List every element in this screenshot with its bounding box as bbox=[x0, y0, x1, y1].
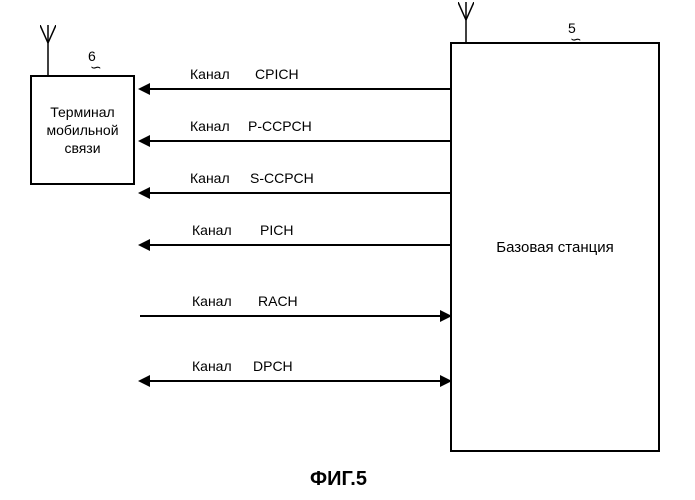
terminal-tilde: ∽ bbox=[90, 59, 102, 76]
channel-word: Канал bbox=[190, 118, 230, 134]
arrow-line bbox=[140, 380, 450, 382]
channel-row: КаналS-CCPCH bbox=[140, 192, 450, 222]
channel-word: Канал bbox=[190, 170, 230, 186]
station-label: Базовая станция bbox=[496, 237, 613, 258]
channel-name: CPICH bbox=[255, 66, 299, 82]
channel-word: Канал bbox=[192, 293, 232, 309]
channel-row: КаналPICH bbox=[140, 244, 450, 274]
channel-name: S-CCPCH bbox=[250, 170, 314, 186]
channel-row: КаналRACH bbox=[140, 315, 450, 345]
arrow-line bbox=[140, 140, 450, 142]
channel-word: Канал bbox=[190, 66, 230, 82]
terminal-label: Терминал мобильной связи bbox=[32, 103, 133, 158]
channel-row: КаналDPCH bbox=[140, 380, 450, 410]
arrow-line bbox=[140, 315, 450, 317]
arrow-line bbox=[140, 88, 450, 90]
terminal-box: Терминал мобильной связи bbox=[30, 75, 135, 185]
terminal-antenna bbox=[40, 25, 56, 75]
channel-name: RACH bbox=[258, 293, 298, 309]
channel-row: КаналP-CCPCH bbox=[140, 140, 450, 170]
channel-name: DPCH bbox=[253, 358, 293, 374]
station-antenna bbox=[458, 2, 474, 42]
channel-word: Канал bbox=[192, 358, 232, 374]
channel-row: КаналCPICH bbox=[140, 88, 450, 118]
channel-name: P-CCPCH bbox=[248, 118, 312, 134]
arrow-line bbox=[140, 192, 450, 194]
channel-name: PICH bbox=[260, 222, 293, 238]
figure-caption: ФИГ.5 bbox=[310, 468, 367, 491]
station-box: Базовая станция bbox=[450, 42, 660, 452]
channel-word: Канал bbox=[192, 222, 232, 238]
arrow-line bbox=[140, 244, 450, 246]
